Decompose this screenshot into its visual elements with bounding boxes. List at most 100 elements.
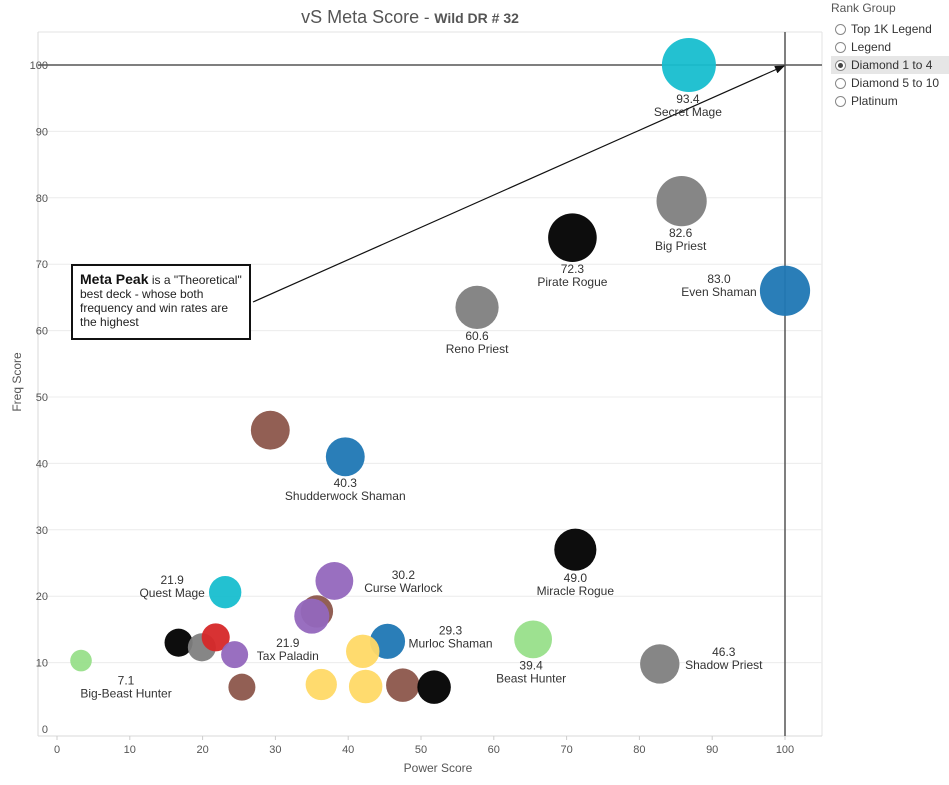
data-point [417,670,451,704]
x-axis-title: Power Score [404,761,473,775]
point-score-label: 40.3 [334,476,358,490]
data-point [514,620,553,659]
point-score-label: 30.2 [392,568,416,582]
radio-icon[interactable] [835,41,846,53]
annotation-strong: Meta Peak [80,271,149,287]
x-tick-label: 100 [776,744,794,756]
point-score-label: 93.4 [676,92,700,106]
point-name-label: Even Shaman [681,285,756,299]
data-point [164,628,193,657]
data-point [250,410,290,450]
y-tick-label: 90 [36,126,48,138]
data-point [640,644,680,684]
data-point [228,673,256,701]
point-name-label: Shadow Priest [685,658,763,672]
data-point [554,528,597,571]
point-score-label: 72.3 [561,262,585,276]
y-tick-label: 20 [36,591,48,603]
point-name-label: Tax Paladin [257,649,319,663]
point-name-label: Beast Hunter [496,671,566,685]
data-point [455,285,499,329]
y-tick-label: 0 [42,724,48,736]
point-name-label: Reno Priest [446,342,509,356]
legend-option[interactable]: Top 1K Legend [831,20,949,38]
y-tick-label: 70 [36,259,48,271]
radio-icon[interactable] [835,59,846,71]
x-tick-label: 60 [488,744,500,756]
y-tick-label: 40 [36,458,48,470]
point-score-label: 7.1 [118,674,135,688]
legend-option-label: Legend [851,40,892,54]
y-tick-label: 10 [36,658,48,670]
radio-icon[interactable] [835,77,846,89]
x-tick-label: 30 [269,744,281,756]
legend-option-label: Diamond 5 to 10 [851,76,940,90]
y-tick-label: 60 [36,326,48,338]
data-point [315,562,354,600]
point-name-label: Curse Warlock [364,581,443,595]
data-point [346,634,380,669]
point-score-label: 46.3 [712,645,736,659]
y-tick-label: 30 [36,525,48,537]
meta-peak-annotation: Meta Peak is a "Theoretical" best deck -… [71,264,251,340]
x-tick-label: 0 [54,744,60,756]
point-name-label: Big Priest [655,239,707,253]
plot-area [38,32,822,736]
data-point [201,623,230,652]
legend-option[interactable]: Platinum [831,92,949,110]
data-point [305,668,337,701]
point-name-label: Big-Beast Hunter [80,687,171,701]
data-point [348,669,383,704]
x-tick-label: 50 [415,744,427,756]
y-tick-label: 100 [30,60,48,72]
point-score-label: 39.4 [519,658,543,672]
y-tick-label: 80 [36,193,48,205]
point-name-label: Secret Mage [654,105,722,119]
y-tick-label: 50 [36,392,48,404]
point-name-label: Shudderwock Shaman [285,489,406,503]
point-score-label: 21.9 [276,636,300,650]
rank-group-legend: Rank Group Top 1K Legend Legend Diamond 1 … [831,1,949,110]
data-point [294,598,330,634]
meta-peak-arrow [252,65,785,303]
point-name-label: Quest Mage [139,586,205,600]
x-tick-label: 80 [633,744,645,756]
point-score-label: 60.6 [465,329,489,343]
data-point [656,176,707,227]
chart-title-sub: Wild DR # 32 [434,10,519,26]
legend-option-label: Platinum [851,94,898,108]
legend-option[interactable]: Diamond 1 to 4 [831,56,949,74]
legend-title: Rank Group [831,1,896,15]
data-point [221,641,249,669]
data-point [208,576,242,609]
legend-option-label: Diamond 1 to 4 [851,58,933,72]
chart-title-main: vS Meta Score [301,7,420,27]
chart-title-separator: - [419,8,435,27]
point-score-label: 82.6 [669,226,693,240]
point-name-label: Pirate Rogue [537,275,607,289]
chart-title: vS Meta Score - Wild DR # 32 [230,7,590,28]
point-score-label: 83.0 [707,272,731,286]
point-name-label: Miracle Rogue [537,584,615,598]
y-axis-title: Freq Score [10,352,24,412]
data-point [70,649,92,672]
x-tick-label: 70 [560,744,572,756]
data-point [386,668,420,702]
point-score-label: 29.3 [439,623,463,637]
legend-option-label: Top 1K Legend [851,22,932,36]
radio-icon[interactable] [835,95,846,107]
point-name-label: Murloc Shaman [408,636,492,650]
point-score-label: 49.0 [564,571,588,585]
x-tick-label: 10 [124,744,136,756]
x-tick-label: 90 [706,744,718,756]
x-tick-label: 40 [342,744,354,756]
data-point [661,38,716,92]
radio-icon[interactable] [835,23,846,35]
data-point [325,437,365,477]
x-tick-label: 20 [196,744,208,756]
legend-option[interactable]: Legend [831,38,949,56]
data-point [759,265,811,316]
point-score-label: 21.9 [160,573,184,587]
legend-option[interactable]: Diamond 5 to 10 [831,74,949,92]
